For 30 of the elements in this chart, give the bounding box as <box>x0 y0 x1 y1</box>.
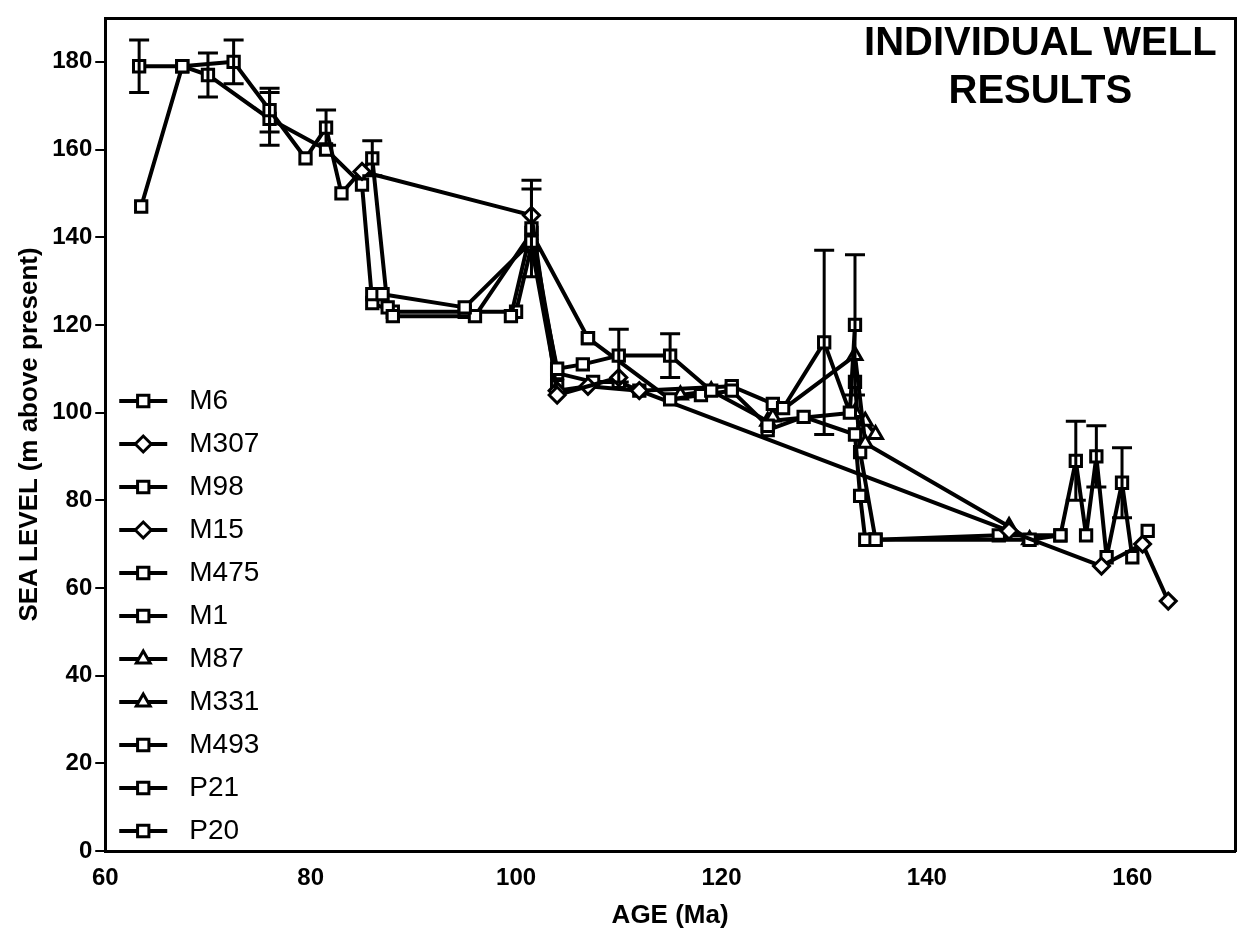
legend-label: M331 <box>189 684 260 716</box>
y-tick-label: 80 <box>65 484 93 512</box>
y-tick-label: 100 <box>52 397 93 425</box>
y-tick-label: 60 <box>65 572 93 600</box>
legend-label: M1 <box>189 598 229 630</box>
x-tick-label: 60 <box>91 863 119 891</box>
text: INDIVIDUAL WELL RESULTS <box>864 19 1217 112</box>
legend-label: M307 <box>189 426 260 458</box>
x-tick-label: 100 <box>496 863 537 891</box>
y-tick-label: 160 <box>52 134 93 162</box>
legend-label: M6 <box>189 383 229 415</box>
legend-label: P21 <box>189 770 240 802</box>
y-axis-title: SEA LEVEL (m above present) <box>12 247 43 622</box>
x-tick-label: 160 <box>1112 863 1153 891</box>
y-tick-label: 140 <box>52 221 93 249</box>
legend-label: P20 <box>189 813 240 845</box>
legend-label: M98 <box>189 469 244 501</box>
legend-label: M493 <box>189 727 260 759</box>
legend-label: M87 <box>189 641 244 673</box>
legend-label: M475 <box>189 555 260 587</box>
y-tick-label: 120 <box>52 309 93 337</box>
y-tick-label: 0 <box>78 835 93 863</box>
y-tick-label: 40 <box>65 660 93 688</box>
y-tick-label: 20 <box>65 747 93 775</box>
x-tick-label: 120 <box>701 863 742 891</box>
y-tick-label: 180 <box>52 46 93 74</box>
x-axis-title: AGE (Ma) <box>611 898 729 929</box>
x-tick-label: 140 <box>906 863 947 891</box>
legend-label: M15 <box>189 512 244 544</box>
x-tick-label: 80 <box>297 863 324 891</box>
